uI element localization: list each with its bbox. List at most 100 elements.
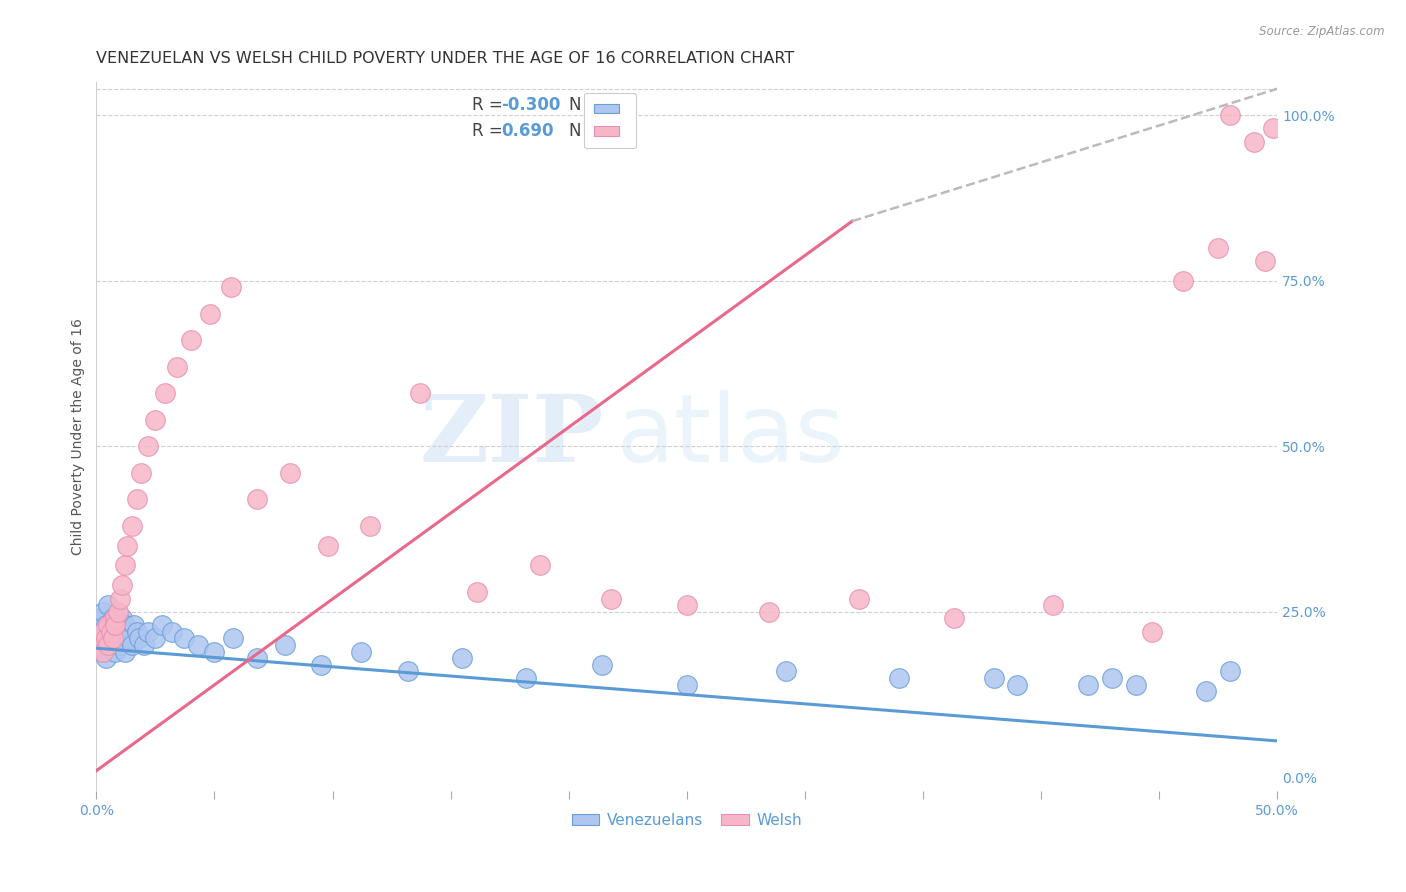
Text: ZIP: ZIP bbox=[420, 392, 605, 482]
Point bbox=[675, 678, 697, 692]
Point bbox=[1171, 274, 1194, 288]
Point bbox=[100, 618, 122, 632]
Point bbox=[97, 618, 120, 632]
Point bbox=[187, 638, 209, 652]
Point bbox=[529, 558, 551, 573]
Point bbox=[101, 632, 124, 646]
Point bbox=[600, 591, 623, 606]
Point bbox=[222, 632, 245, 646]
Text: Source: ZipAtlas.com: Source: ZipAtlas.com bbox=[1260, 25, 1385, 38]
Point bbox=[1254, 253, 1277, 268]
Point bbox=[173, 632, 195, 646]
Point bbox=[93, 644, 115, 658]
Point bbox=[1243, 135, 1265, 149]
Point bbox=[1261, 121, 1284, 136]
Point bbox=[983, 671, 1005, 685]
Point bbox=[1042, 598, 1064, 612]
Point bbox=[465, 585, 488, 599]
Point bbox=[121, 518, 143, 533]
Point bbox=[1219, 108, 1241, 122]
Point bbox=[889, 671, 911, 685]
Point bbox=[145, 632, 167, 646]
Point bbox=[111, 632, 134, 646]
Text: N =: N = bbox=[568, 96, 606, 114]
Point bbox=[309, 657, 332, 672]
Point bbox=[97, 598, 120, 612]
Point bbox=[246, 651, 269, 665]
Text: N =: N = bbox=[568, 122, 606, 140]
Text: 0.690: 0.690 bbox=[502, 122, 554, 140]
Point bbox=[166, 359, 188, 374]
Point bbox=[94, 651, 117, 665]
Point bbox=[848, 591, 870, 606]
Point bbox=[396, 665, 419, 679]
Point bbox=[145, 413, 167, 427]
Point bbox=[90, 638, 112, 652]
Point bbox=[108, 624, 131, 639]
Point bbox=[115, 624, 138, 639]
Point bbox=[1125, 678, 1147, 692]
Point bbox=[101, 611, 124, 625]
Point bbox=[97, 638, 120, 652]
Point bbox=[1195, 684, 1218, 698]
Point bbox=[136, 439, 159, 453]
Point bbox=[93, 605, 115, 619]
Point bbox=[87, 638, 110, 652]
Point bbox=[121, 638, 143, 652]
Point bbox=[100, 624, 122, 639]
Point bbox=[204, 644, 226, 658]
Point bbox=[1206, 241, 1229, 255]
Text: R =: R = bbox=[472, 122, 508, 140]
Point bbox=[90, 611, 112, 625]
Point bbox=[108, 591, 131, 606]
Point bbox=[515, 671, 537, 685]
Point bbox=[94, 632, 117, 646]
Point bbox=[111, 611, 134, 625]
Text: VENEZUELAN VS WELSH CHILD POVERTY UNDER THE AGE OF 16 CORRELATION CHART: VENEZUELAN VS WELSH CHILD POVERTY UNDER … bbox=[97, 51, 794, 66]
Point bbox=[942, 611, 965, 625]
Point bbox=[451, 651, 474, 665]
Point bbox=[128, 632, 150, 646]
Text: 59: 59 bbox=[592, 96, 616, 114]
Point bbox=[180, 334, 202, 348]
Point bbox=[1101, 671, 1123, 685]
Point bbox=[104, 618, 127, 632]
Point bbox=[107, 605, 129, 619]
Point bbox=[125, 492, 148, 507]
Point bbox=[107, 618, 129, 632]
Point bbox=[160, 624, 183, 639]
Point bbox=[93, 644, 115, 658]
Point bbox=[122, 618, 145, 632]
Point bbox=[115, 539, 138, 553]
Point bbox=[93, 624, 115, 639]
Point bbox=[101, 638, 124, 652]
Text: -0.300: -0.300 bbox=[502, 96, 561, 114]
Text: 46: 46 bbox=[592, 122, 616, 140]
Text: R =: R = bbox=[472, 96, 508, 114]
Point bbox=[409, 386, 432, 401]
Point bbox=[132, 638, 155, 652]
Point bbox=[219, 280, 242, 294]
Point bbox=[100, 632, 122, 646]
Point bbox=[97, 624, 120, 639]
Point bbox=[274, 638, 297, 652]
Point bbox=[359, 518, 381, 533]
Point bbox=[125, 624, 148, 639]
Point bbox=[1007, 678, 1029, 692]
Point bbox=[104, 644, 127, 658]
Point bbox=[97, 638, 120, 652]
Point bbox=[1219, 665, 1241, 679]
Point bbox=[111, 578, 134, 592]
Point bbox=[775, 665, 797, 679]
Point bbox=[87, 632, 110, 646]
Point bbox=[1140, 624, 1163, 639]
Point bbox=[108, 638, 131, 652]
Point bbox=[114, 558, 136, 573]
Point bbox=[1077, 678, 1099, 692]
Point bbox=[118, 632, 141, 646]
Point bbox=[104, 624, 127, 639]
Point bbox=[758, 605, 780, 619]
Point bbox=[675, 598, 697, 612]
Point bbox=[93, 624, 115, 639]
Point bbox=[114, 644, 136, 658]
